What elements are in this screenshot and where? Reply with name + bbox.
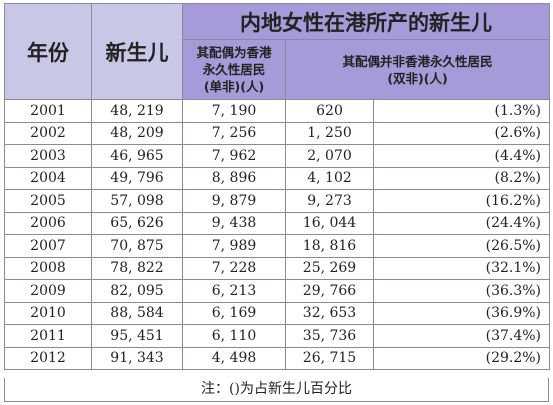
table-row: 2003 46, 965 7, 962 2, 070 (4.4%) <box>4 144 551 168</box>
table-row: 2011 95, 451 6, 110 35, 736 (37.4%) <box>4 324 551 348</box>
header-births: 新生儿 <box>91 3 183 100</box>
cell-percentage: (16.2%) <box>372 189 551 213</box>
table-row: 2006 65, 626 9, 438 16, 044 (24.4%) <box>4 211 551 235</box>
cell-spouse-pr: 7, 962 <box>182 144 286 168</box>
cell-spouse-nonpr: 18, 816 <box>285 234 374 258</box>
cell-year: 2012 <box>4 346 92 370</box>
cell-percentage: (1.3%) <box>372 99 551 123</box>
header-spouse-pr-line3: (单非)(人) <box>203 79 265 94</box>
cell-spouse-pr: 9, 879 <box>182 189 286 213</box>
cell-year: 2010 <box>4 301 92 325</box>
cell-births: 88, 584 <box>91 301 183 325</box>
cell-spouse-nonpr: 25, 269 <box>285 256 374 280</box>
cell-spouse-nonpr: 4, 102 <box>285 166 374 190</box>
table-row: 2007 70, 875 7, 989 18, 816 (26.5%) <box>4 234 551 258</box>
cell-spouse-pr: 7, 190 <box>182 99 286 123</box>
cell-spouse-nonpr: 16, 044 <box>285 211 374 235</box>
births-table: 年份 新生儿 内地女性在港所产的新生儿 其配偶为香港 永久性居民 (单非)(人)… <box>4 3 551 370</box>
header-spouse-nonpr-line2: (双非)(人) <box>387 70 448 86</box>
cell-year: 2007 <box>4 234 92 258</box>
cell-year: 2001 <box>4 99 92 123</box>
header-spouse-pr-line2: 永久性居民 <box>202 62 266 77</box>
cell-spouse-nonpr: 29, 766 <box>285 279 374 303</box>
cell-births: 91, 343 <box>91 346 183 370</box>
cell-births: 65, 626 <box>91 211 183 235</box>
cell-spouse-pr: 6, 213 <box>182 279 286 303</box>
cell-year: 2008 <box>4 256 92 280</box>
table-row: 2005 57, 098 9, 879 9, 273 (16.2%) <box>4 189 551 213</box>
cell-spouse-pr: 6, 110 <box>182 324 286 348</box>
cell-percentage: (32.1%) <box>372 256 551 280</box>
cell-spouse-pr: 6, 169 <box>182 301 286 325</box>
cell-year: 2002 <box>4 121 92 145</box>
cell-births: 49, 796 <box>91 166 183 190</box>
cell-births: 46, 965 <box>91 144 183 168</box>
cell-births: 48, 209 <box>91 121 183 145</box>
cell-percentage: (4.4%) <box>372 144 551 168</box>
table-row: 2012 91, 343 4, 498 26, 715 (29.2%) <box>4 346 551 370</box>
cell-percentage: (2.6%) <box>372 121 551 145</box>
cell-births: 78, 822 <box>91 256 183 280</box>
cell-percentage: (36.3%) <box>372 279 551 303</box>
cell-spouse-pr: 7, 256 <box>182 121 286 145</box>
header-mainland-title: 内地女性在港所产的新生儿 <box>181 3 551 40</box>
table-row: 2004 49, 796 8, 896 4, 102 (8.2%) <box>4 166 551 190</box>
cell-percentage: (37.4%) <box>372 324 551 348</box>
cell-year: 2009 <box>4 279 92 303</box>
cell-percentage: (8.2%) <box>372 166 551 190</box>
header-spouse-nonpr: 其配偶并非香港永久性居民 (双非)(人) <box>284 39 551 100</box>
cell-spouse-pr: 7, 228 <box>182 256 286 280</box>
cell-spouse-pr: 4, 498 <box>182 346 286 370</box>
table-row: 2008 78, 822 7, 228 25, 269 (32.1%) <box>4 256 551 280</box>
cell-spouse-nonpr: 2, 070 <box>285 144 374 168</box>
cell-spouse-pr: 9, 438 <box>182 211 286 235</box>
cell-spouse-nonpr: 35, 736 <box>285 324 374 348</box>
cell-percentage: (29.2%) <box>372 346 551 370</box>
cell-births: 57, 098 <box>91 189 183 213</box>
cell-year: 2005 <box>4 189 92 213</box>
cell-spouse-pr: 8, 896 <box>182 166 286 190</box>
table-row: 2010 88, 584 6, 169 32, 653 (36.9%) <box>4 301 551 325</box>
table-row: 2002 48, 209 7, 256 1, 250 (2.6%) <box>4 121 551 145</box>
cell-births: 82, 095 <box>91 279 183 303</box>
table-note: 注：()为占新生儿百分比 <box>4 378 549 402</box>
cell-spouse-nonpr: 9, 273 <box>285 189 374 213</box>
cell-spouse-nonpr: 1, 250 <box>285 121 374 145</box>
cell-spouse-nonpr: 620 <box>285 99 374 123</box>
cell-spouse-pr: 7, 989 <box>182 234 286 258</box>
cell-spouse-nonpr: 26, 715 <box>285 346 374 370</box>
cell-year: 2011 <box>4 324 92 348</box>
cell-spouse-nonpr: 32, 653 <box>285 301 374 325</box>
cell-births: 70, 875 <box>91 234 183 258</box>
cell-year: 2003 <box>4 144 92 168</box>
cell-percentage: (26.5%) <box>372 234 551 258</box>
cell-year: 2006 <box>4 211 92 235</box>
cell-year: 2004 <box>4 166 92 190</box>
header-spouse-pr-line1: 其配偶为香港 <box>196 45 272 60</box>
header-year: 年份 <box>4 3 92 100</box>
cell-births: 48, 219 <box>91 99 183 123</box>
cell-percentage: (24.4%) <box>372 211 551 235</box>
header-spouse-pr: 其配偶为香港 永久性居民 (单非)(人) <box>182 39 286 100</box>
table-row: 2009 82, 095 6, 213 29, 766 (36.3%) <box>4 279 551 303</box>
table-body: 2001 48, 219 7, 190 620 (1.3%) 2002 48, … <box>4 99 551 370</box>
header-spouse-nonpr-line1: 其配偶并非香港永久性居民 <box>342 53 493 69</box>
cell-percentage: (36.9%) <box>372 301 551 325</box>
table-row: 2001 48, 219 7, 190 620 (1.3%) <box>4 99 551 123</box>
cell-births: 95, 451 <box>91 324 183 348</box>
